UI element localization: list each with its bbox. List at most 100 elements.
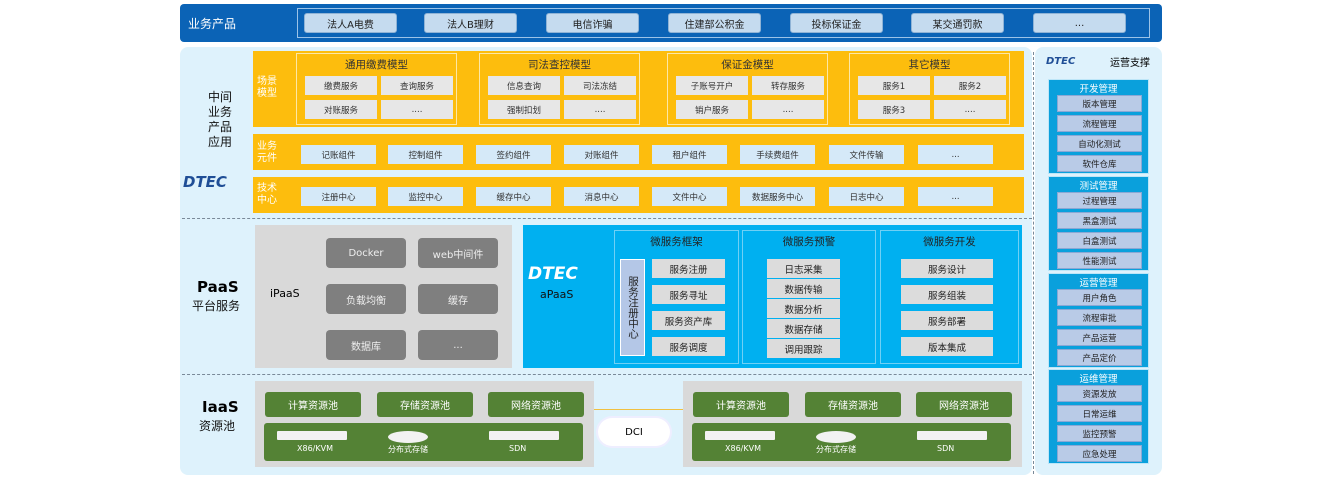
biz-component[interactable]: 控制组件 xyxy=(388,145,463,164)
model-item[interactable]: .... xyxy=(752,100,824,119)
model-item[interactable]: 服务1 xyxy=(858,76,930,95)
model-item[interactable]: 服务3 xyxy=(858,100,930,119)
model-item[interactable]: 对账服务 xyxy=(305,100,377,119)
ops-item[interactable]: 产品运营 xyxy=(1057,329,1142,346)
hardware-label: 分布式存储 xyxy=(388,445,428,454)
ops-item[interactable]: 流程管理 xyxy=(1057,115,1142,132)
title-line: 业务 xyxy=(207,105,232,119)
dci-link xyxy=(592,409,684,410)
model-item[interactable]: 转存服务 xyxy=(752,76,824,95)
tech-center-item[interactable]: 监控中心 xyxy=(388,187,463,206)
server-icon xyxy=(705,431,775,440)
column-title: 微服务框架 xyxy=(650,236,703,248)
resource-pool[interactable]: 计算资源池 xyxy=(265,392,361,417)
resource-pool[interactable]: 网络资源池 xyxy=(916,392,1012,417)
title-line: 产品 xyxy=(207,120,232,134)
ops-item[interactable]: 性能测试 xyxy=(1057,252,1142,269)
apaas-item[interactable]: 数据存储 xyxy=(767,319,840,338)
ipaas-item[interactable]: Docker xyxy=(326,238,406,268)
tech-center-item[interactable]: 日志中心 xyxy=(829,187,904,206)
hardware-layer xyxy=(264,423,583,461)
paas-subtitle: 平台服务 xyxy=(192,299,241,313)
ipaas-item[interactable]: 数据库 xyxy=(326,330,406,360)
resource-pool[interactable]: 存储资源池 xyxy=(805,392,901,417)
apaas-item[interactable]: 服务调度 xyxy=(652,337,725,356)
scenario-model-box: 通用缴费模型 缴费服务 查询服务 对账服务.... xyxy=(296,53,457,125)
ops-item[interactable]: 应急处理 xyxy=(1057,445,1142,462)
ops-item[interactable]: 产品定价 xyxy=(1057,349,1142,366)
ops-item[interactable]: 过程管理 xyxy=(1057,192,1142,209)
resource-pool[interactable]: 存储资源池 xyxy=(377,392,473,417)
apaas-item[interactable]: 数据分析 xyxy=(767,299,840,318)
apaas-item[interactable]: 服务资产库 xyxy=(652,311,725,330)
tech-center-item[interactable]: 缓存中心 xyxy=(476,187,551,206)
model-item[interactable]: 司法冻结 xyxy=(564,76,636,95)
ops-item[interactable]: 日常运维 xyxy=(1057,405,1142,422)
biz-component[interactable]: 租户组件 xyxy=(652,145,727,164)
ops-item[interactable]: 白盒测试 xyxy=(1057,232,1142,249)
ipaas-item[interactable]: web中间件 xyxy=(418,238,498,268)
model-item[interactable]: 强制扣划 xyxy=(488,100,560,119)
resource-pool[interactable]: 网络资源池 xyxy=(488,392,584,417)
biz-component[interactable]: 对账组件 xyxy=(564,145,639,164)
apaas-item[interactable]: 服务设计 xyxy=(901,259,993,278)
dtec-logo: DTEC xyxy=(1046,56,1076,67)
tech-center-item[interactable]: 数据服务中心 xyxy=(740,187,815,206)
storage-icon xyxy=(388,431,428,443)
hardware-label: X86/KVM xyxy=(297,444,333,453)
iaas-subtitle: 资源池 xyxy=(199,419,236,433)
ops-group: 开发管理 版本管理 流程管理 自动化测试 软件仓库 xyxy=(1048,79,1149,174)
biz-component[interactable]: 记账组件 xyxy=(301,145,376,164)
apaas-item[interactable]: 版本集成 xyxy=(901,337,993,356)
ops-item[interactable]: 用户角色 xyxy=(1057,289,1142,306)
ipaas-item[interactable]: 缓存 xyxy=(418,284,498,314)
model-item[interactable]: .... xyxy=(564,100,636,119)
model-item[interactable]: 销户服务 xyxy=(676,100,748,119)
tech-center-item[interactable]: 消息中心 xyxy=(564,187,639,206)
ops-group-title: 测试管理 xyxy=(1079,181,1118,192)
model-item[interactable]: .... xyxy=(381,100,453,119)
ipaas-item[interactable]: 负载均衡 xyxy=(326,284,406,314)
apaas-item[interactable]: 数据传输 xyxy=(767,279,840,298)
biz-label: 业务元件 xyxy=(257,141,277,164)
column-title: 微服务预警 xyxy=(782,236,836,248)
middle-layer-title: 中间 业务 产品 应用 xyxy=(205,90,235,150)
model-item[interactable]: 子账号开户 xyxy=(676,76,748,95)
ipaas-item[interactable]: ... xyxy=(418,330,498,360)
tech-center-item[interactable]: ... xyxy=(918,187,993,206)
product-item[interactable]: 电信诈骗 xyxy=(546,13,639,33)
ops-item[interactable]: 监控预警 xyxy=(1057,425,1142,442)
product-item[interactable]: 法人B理财 xyxy=(424,13,517,33)
apaas-label: aPaaS xyxy=(540,288,574,301)
ops-item[interactable]: 软件仓库 xyxy=(1057,155,1142,172)
product-item[interactable]: 投标保证金 xyxy=(790,13,883,33)
ops-item[interactable]: 自动化测试 xyxy=(1057,135,1142,152)
apaas-item[interactable]: 服务组装 xyxy=(901,285,993,304)
product-item[interactable]: 住建部公积金 xyxy=(668,13,761,33)
model-item[interactable]: 服务2 xyxy=(934,76,1006,95)
ops-item[interactable]: 资源发放 xyxy=(1057,385,1142,402)
resource-pool[interactable]: 计算资源池 xyxy=(693,392,789,417)
apaas-item[interactable]: 服务寻址 xyxy=(652,285,725,304)
ops-item[interactable]: 黑盒测试 xyxy=(1057,212,1142,229)
model-item[interactable]: 查询服务 xyxy=(381,76,453,95)
apaas-item[interactable]: 服务注册 xyxy=(652,259,725,278)
ops-item[interactable]: 版本管理 xyxy=(1057,95,1142,112)
tech-center-item[interactable]: 文件中心 xyxy=(652,187,727,206)
biz-component[interactable]: ... xyxy=(918,145,993,164)
product-item[interactable]: 法人A电费 xyxy=(304,13,397,33)
biz-component[interactable]: 文件传输 xyxy=(829,145,904,164)
tech-center-item[interactable]: 注册中心 xyxy=(301,187,376,206)
product-item[interactable]: ... xyxy=(1033,13,1126,33)
ops-item[interactable]: 流程审批 xyxy=(1057,309,1142,326)
model-item[interactable]: .... xyxy=(934,100,1006,119)
biz-component[interactable]: 手续费组件 xyxy=(740,145,815,164)
apaas-item[interactable]: 服务部署 xyxy=(901,311,993,330)
apaas-item[interactable]: 日志采集 xyxy=(767,259,840,278)
apaas-item[interactable]: 调用跟踪 xyxy=(767,339,840,358)
model-item[interactable]: 信息查询 xyxy=(488,76,560,95)
hardware-layer xyxy=(692,423,1011,461)
product-item[interactable]: 某交通罚款 xyxy=(911,13,1004,33)
biz-component[interactable]: 签约组件 xyxy=(476,145,551,164)
model-item[interactable]: 缴费服务 xyxy=(305,76,377,95)
